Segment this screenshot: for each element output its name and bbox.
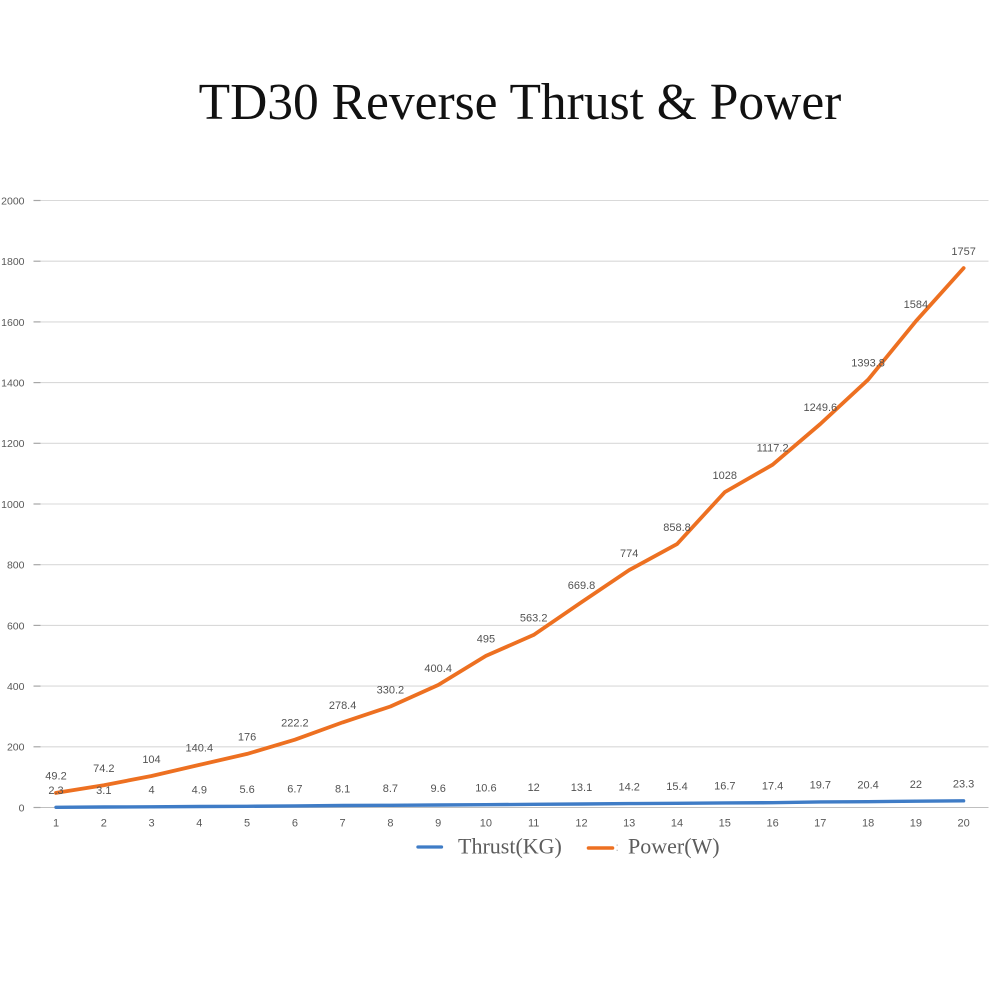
svg-text:19.7: 19.7	[810, 780, 831, 792]
svg-text:330.2: 330.2	[377, 684, 405, 696]
svg-text:49.2: 49.2	[45, 771, 66, 783]
svg-text:14.2: 14.2	[618, 781, 639, 793]
svg-text:13: 13	[623, 817, 635, 829]
svg-text:563.2: 563.2	[520, 613, 548, 625]
svg-text:5: 5	[244, 817, 250, 829]
svg-text:8: 8	[387, 817, 393, 829]
svg-text:12: 12	[528, 782, 540, 794]
svg-text:222.2: 222.2	[281, 718, 309, 730]
svg-text:12: 12	[575, 817, 587, 829]
svg-text:6.7: 6.7	[287, 784, 302, 796]
svg-text:4: 4	[148, 785, 154, 797]
svg-text:1200: 1200	[1, 438, 25, 450]
svg-text:15: 15	[719, 817, 731, 829]
svg-text:774: 774	[620, 548, 638, 560]
svg-text:278.4: 278.4	[329, 700, 357, 712]
svg-text:858.8: 858.8	[663, 522, 691, 534]
svg-text:1757: 1757	[951, 246, 975, 258]
svg-text:1028: 1028	[713, 470, 737, 482]
svg-text:1584: 1584	[904, 299, 928, 311]
svg-text:3.1: 3.1	[96, 785, 111, 797]
svg-text:1400: 1400	[1, 378, 25, 390]
svg-text:1249.6: 1249.6	[803, 402, 837, 414]
svg-text:200: 200	[7, 742, 25, 754]
svg-text:Thrust(KG): Thrust(KG)	[458, 833, 562, 858]
svg-text:17: 17	[814, 817, 826, 829]
svg-text:8.7: 8.7	[383, 783, 398, 795]
svg-text:16: 16	[766, 817, 778, 829]
svg-text:7: 7	[340, 817, 346, 829]
svg-text:8.1: 8.1	[335, 783, 350, 795]
svg-text:400: 400	[7, 681, 25, 693]
svg-text:1393.8: 1393.8	[851, 358, 885, 370]
svg-text:600: 600	[7, 620, 25, 632]
svg-text:18: 18	[862, 817, 874, 829]
svg-text:19: 19	[910, 817, 922, 829]
svg-text:9: 9	[435, 817, 441, 829]
svg-text:15.4: 15.4	[666, 781, 687, 793]
svg-text:74.2: 74.2	[93, 763, 114, 775]
svg-text:1800: 1800	[1, 256, 25, 268]
svg-text:1000: 1000	[1, 499, 25, 511]
svg-text:Power(W): Power(W)	[628, 833, 720, 858]
svg-text:20: 20	[957, 817, 969, 829]
svg-text:2000: 2000	[1, 195, 25, 207]
svg-text:23.3: 23.3	[953, 779, 974, 791]
svg-text:9.6: 9.6	[431, 783, 446, 795]
svg-text:4: 4	[196, 817, 202, 829]
svg-text:14: 14	[671, 817, 683, 829]
svg-text:140.4: 140.4	[186, 743, 214, 755]
svg-text:1600: 1600	[1, 317, 25, 329]
svg-text:5.6: 5.6	[239, 784, 254, 796]
svg-text::: :	[616, 840, 619, 854]
svg-text:11: 11	[528, 817, 539, 829]
svg-text:3: 3	[148, 817, 154, 829]
svg-text:20.4: 20.4	[857, 780, 878, 792]
svg-text:10.6: 10.6	[475, 783, 496, 795]
svg-text:400.4: 400.4	[424, 663, 452, 675]
svg-text:2.3: 2.3	[48, 785, 63, 797]
svg-text:2: 2	[101, 817, 107, 829]
svg-text:176: 176	[238, 732, 256, 744]
svg-text:10: 10	[480, 817, 492, 829]
svg-text:104: 104	[142, 754, 160, 766]
svg-text:669.8: 669.8	[568, 580, 596, 592]
svg-text:1: 1	[53, 817, 59, 829]
svg-text:16.7: 16.7	[714, 781, 735, 793]
svg-text:800: 800	[7, 560, 25, 572]
svg-text:4.9: 4.9	[192, 784, 207, 796]
svg-text:0: 0	[19, 802, 25, 814]
svg-text:17.4: 17.4	[762, 781, 783, 793]
svg-text:22: 22	[910, 779, 922, 791]
svg-text:495: 495	[477, 634, 495, 646]
svg-text:6: 6	[292, 817, 298, 829]
svg-text:TD30 Reverse Thrust & Power: TD30 Reverse Thrust & Power	[199, 74, 842, 131]
svg-text:1117.2: 1117.2	[757, 443, 789, 455]
svg-text:13.1: 13.1	[571, 782, 592, 794]
